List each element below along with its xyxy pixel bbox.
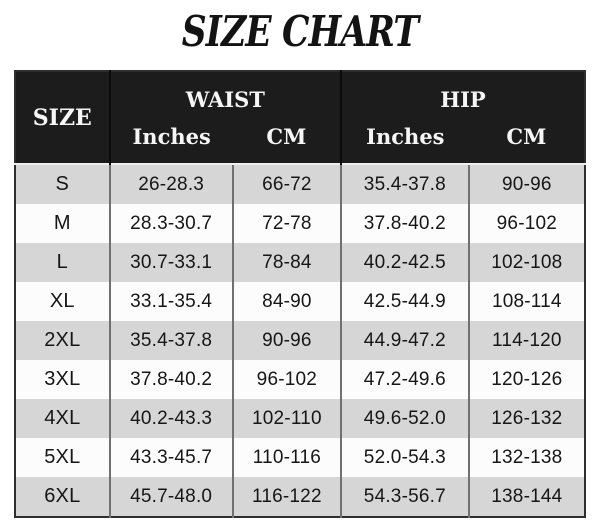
cell-hip-inches: 52.0-54.3 — [340, 438, 469, 477]
cell-hip-cm: 108-114 — [467, 282, 585, 321]
cell-waist-cm: 84-90 — [231, 282, 342, 321]
size-chart-container: SIZE WAIST HIP Inches CM Inches CM S 26-2… — [14, 70, 586, 518]
cell-hip-inches: 40.2-42.5 — [340, 243, 469, 282]
header-group-row: SIZE WAIST HIP — [15, 71, 585, 164]
cell-waist-cm: 110-116 — [231, 438, 342, 477]
table-row: 3XL 37.8-40.2 96-102 47.2-49.6 120-126 — [15, 360, 585, 399]
cell-waist-inches: 28.3-30.7 — [108, 204, 233, 243]
cell-hip-inches: 49.6-52.0 — [340, 399, 469, 438]
cell-size: 6XL — [15, 477, 110, 517]
cell-hip-inches: 54.3-56.7 — [340, 477, 469, 517]
header-sub-row: Inches CM Inches CM — [15, 118, 585, 164]
subheader-hip-cm: CM — [468, 118, 585, 164]
cell-hip-cm: 126-132 — [467, 399, 585, 438]
cell-hip-inches: 35.4-37.8 — [340, 163, 469, 204]
table-body: S 26-28.3 66-72 35.4-37.8 90-96 M 28.3-30.7 72-… — [15, 163, 585, 517]
table-row: 6XL 45.7-48.0 116-122 54.3-56.7 138-144 — [15, 477, 585, 517]
header-hip-group: HIP — [340, 71, 585, 118]
subheader-hip-inches: Inches — [340, 118, 469, 164]
page-title: SIZE CHART — [181, 7, 419, 56]
cell-waist-inches: 43.3-45.7 — [108, 438, 233, 477]
cell-hip-cm: 132-138 — [467, 438, 585, 477]
cell-waist-inches: 35.4-37.8 — [108, 321, 233, 360]
cell-hip-cm: 90-96 — [467, 163, 585, 204]
cell-waist-inches: 45.7-48.0 — [108, 477, 233, 517]
cell-waist-cm: 72-78 — [231, 204, 342, 243]
cell-waist-inches: 30.7-33.1 — [108, 243, 233, 282]
cell-size: 2XL — [15, 321, 110, 360]
table-row: 5XL 43.3-45.7 110-116 52.0-54.3 132-138 — [15, 438, 585, 477]
cell-hip-inches: 42.5-44.9 — [340, 282, 469, 321]
cell-size: M — [15, 204, 110, 243]
size-chart-table: SIZE WAIST HIP Inches CM Inches CM S 26-2… — [14, 70, 586, 518]
cell-size: S — [15, 163, 110, 204]
subheader-waist-cm: CM — [232, 118, 342, 164]
subheader-waist-inches: Inches — [108, 118, 233, 164]
cell-hip-cm: 96-102 — [467, 204, 585, 243]
cell-waist-inches: 33.1-35.4 — [108, 282, 233, 321]
cell-waist-cm: 96-102 — [231, 360, 342, 399]
cell-size: 4XL — [15, 399, 110, 438]
table-row: L 30.7-33.1 78-84 40.2-42.5 102-108 — [15, 243, 585, 282]
cell-hip-inches: 44.9-47.2 — [340, 321, 469, 360]
table-row: M 28.3-30.7 72-78 37.8-40.2 96-102 — [15, 204, 585, 243]
cell-waist-cm: 78-84 — [231, 243, 342, 282]
cell-size: 3XL — [15, 360, 110, 399]
cell-waist-cm: 116-122 — [231, 477, 342, 517]
cell-waist-inches: 26-28.3 — [108, 163, 233, 204]
cell-waist-cm: 102-110 — [231, 399, 342, 438]
cell-size: 5XL — [15, 438, 110, 477]
table-row: 4XL 40.2-43.3 102-110 49.6-52.0 126-132 — [15, 399, 585, 438]
cell-hip-cm: 120-126 — [467, 360, 585, 399]
cell-size: L — [15, 243, 110, 282]
cell-hip-cm: 114-120 — [467, 321, 585, 360]
table-row: 2XL 35.4-37.8 90-96 44.9-47.2 114-120 — [15, 321, 585, 360]
header-size: SIZE — [15, 71, 110, 164]
cell-hip-inches: 47.2-49.6 — [340, 360, 469, 399]
cell-hip-cm: 138-144 — [467, 477, 585, 517]
cell-size: XL — [15, 282, 110, 321]
cell-hip-cm: 102-108 — [467, 243, 585, 282]
cell-waist-cm: 66-72 — [231, 163, 342, 204]
header-waist-group: WAIST — [108, 71, 342, 118]
table-row: S 26-28.3 66-72 35.4-37.8 90-96 — [15, 163, 585, 204]
cell-waist-inches: 37.8-40.2 — [108, 360, 233, 399]
table-header: SIZE WAIST HIP Inches CM Inches CM — [15, 71, 585, 164]
cell-hip-inches: 37.8-40.2 — [340, 204, 469, 243]
cell-waist-inches: 40.2-43.3 — [108, 399, 233, 438]
size-chart-page: SIZE CHART SIZE WAIST HIP Inches CM In — [0, 6, 600, 530]
cell-waist-cm: 90-96 — [231, 321, 342, 360]
table-row: XL 33.1-35.4 84-90 42.5-44.9 108-114 — [15, 282, 585, 321]
